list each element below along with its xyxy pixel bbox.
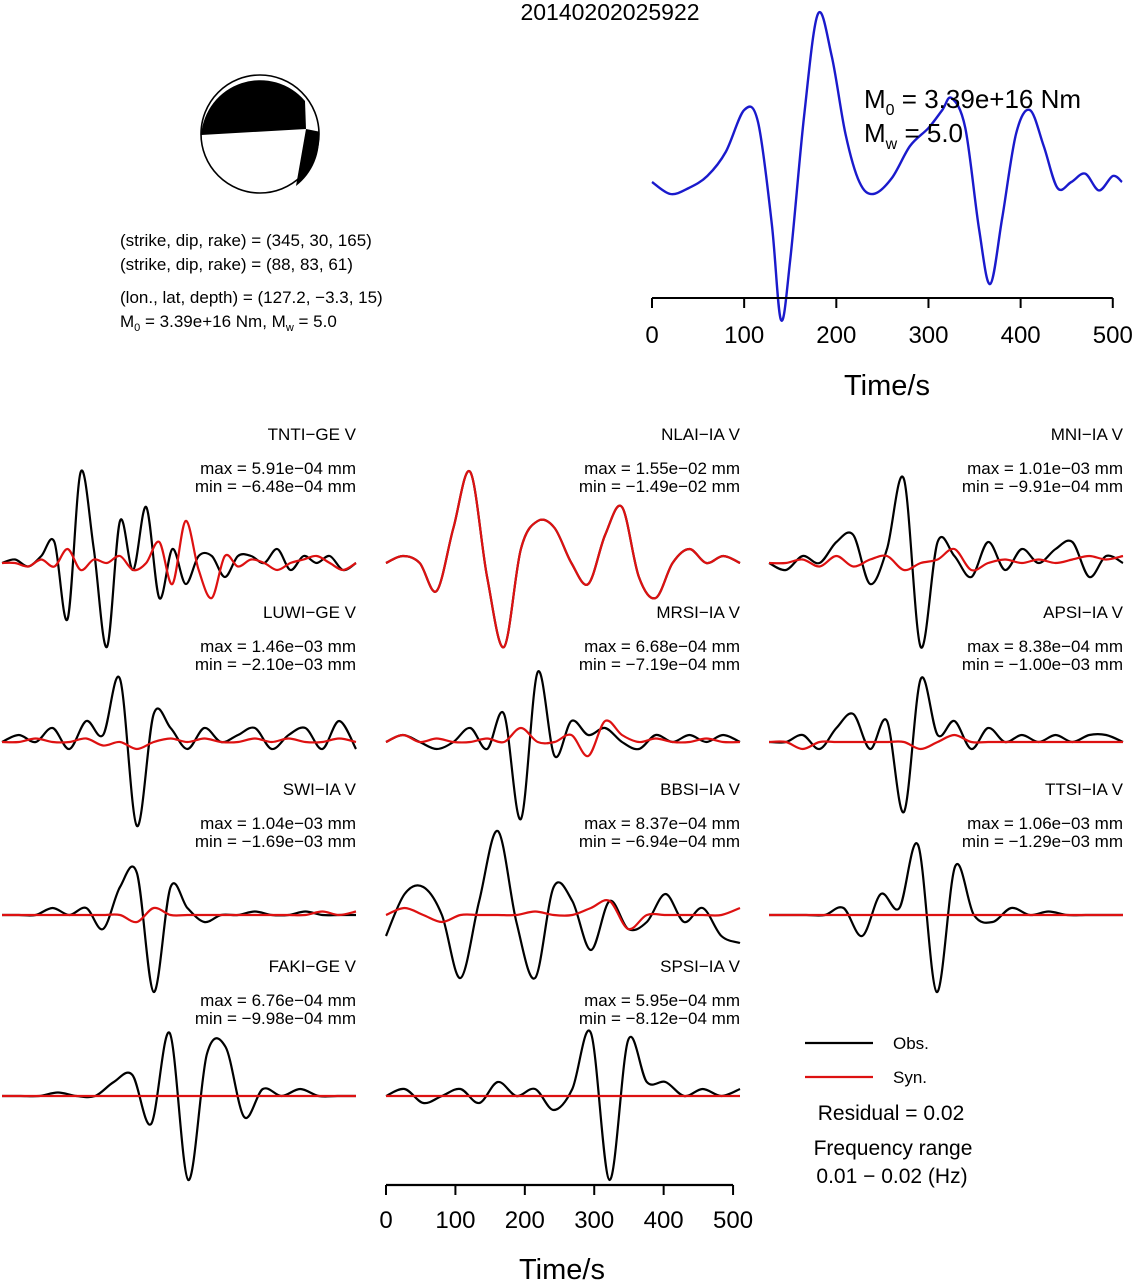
mechanism-moment: M0 = 3.39e+16 Nm, Mw = 5.0	[120, 312, 337, 334]
legend-frequency-title: Frequency range	[814, 1137, 973, 1160]
station-min: min = −1.69e−03 mm	[195, 832, 356, 851]
station-min: min = −9.91e−04 mm	[962, 477, 1123, 496]
stf-x-axis: 0 100 200 300 400 500	[645, 297, 1133, 349]
obs-waveform	[769, 842, 1123, 994]
stf-tick-label: 0	[645, 322, 658, 349]
station-max: max = 8.38e−04 mm	[967, 637, 1123, 656]
station-max: max = 6.68e−04 mm	[584, 637, 740, 656]
legend-frequency-value: 0.01 − 0.02 (Hz)	[816, 1165, 967, 1188]
mechanism-line-2: (strike, dip, rake) = (88, 83, 61)	[120, 255, 353, 274]
station-min: min = −8.12e−04 mm	[579, 1009, 740, 1028]
syn-waveform	[385, 470, 741, 649]
waveform-x-axis: 0 100 200 300 400 500	[379, 1183, 753, 1234]
mechanism-info: (strike, dip, rake) = (345, 30, 165) (st…	[120, 231, 383, 334]
station-max: max = 1.01e−03 mm	[967, 459, 1123, 478]
station-max: max = 5.95e−04 mm	[584, 991, 740, 1010]
stf-tick-label: 100	[724, 322, 764, 349]
stf-panel: M0 = 3.39e+16 Nm Mw = 5.0 0 100 200 300 400 5…	[645, 10, 1133, 402]
legend: Obs. Syn. Residual = 0.02 Frequency rang…	[805, 1034, 972, 1188]
syn-waveform	[768, 547, 1124, 572]
legend-syn-label: Syn.	[893, 1068, 927, 1087]
station-max: max = 1.06e−03 mm	[967, 814, 1123, 833]
station-max: max = 5.91e−04 mm	[200, 459, 356, 478]
waveform-tick-label: 500	[713, 1207, 753, 1234]
stf-tick-label: 500	[1093, 322, 1133, 349]
obs-waveform	[385, 670, 741, 821]
station-max: max = 1.04e−03 mm	[200, 814, 356, 833]
station-name: NLAI−IA V	[661, 425, 741, 444]
obs-waveform	[768, 676, 1124, 814]
station-name: TNTI−GE V	[268, 425, 357, 444]
obs-waveform	[1, 469, 357, 649]
legend-residual: Residual = 0.02	[818, 1102, 965, 1125]
station-min: min = −1.29e−03 mm	[962, 832, 1123, 851]
obs-waveform	[1, 675, 357, 828]
obs-waveform	[385, 1029, 741, 1182]
stf-m0-label: M0 = 3.39e+16 Nm	[864, 84, 1081, 119]
waveform-x-label: Time/s	[519, 1254, 605, 1283]
waveform-tick-label: 400	[644, 1207, 684, 1234]
syn-waveform	[385, 719, 741, 758]
waveform-tick-label: 0	[379, 1207, 392, 1234]
station-name: APSI−IA V	[1043, 603, 1124, 622]
legend-obs-label: Obs.	[893, 1034, 929, 1053]
station-min: min = −7.19e−04 mm	[579, 655, 740, 674]
station-name: MRSI−IA V	[656, 603, 740, 622]
station-min: min = −1.00e−03 mm	[962, 655, 1123, 674]
station-max: max = 6.76e−04 mm	[200, 991, 356, 1010]
station-name: LUWI−GE V	[263, 603, 357, 622]
station-name: TTSI−IA V	[1045, 780, 1124, 799]
station-name: BBSI−IA V	[660, 780, 741, 799]
mechanism-line-1: (strike, dip, rake) = (345, 30, 165)	[120, 231, 372, 250]
syn-waveform	[768, 733, 1123, 751]
station-name: MNI−IA V	[1051, 425, 1124, 444]
stf-tick-label: 200	[816, 322, 856, 349]
station-name: SWI−IA V	[283, 780, 357, 799]
stf-tick-label: 400	[1001, 322, 1041, 349]
syn-waveform	[2, 906, 357, 924]
station-min: min = −6.94e−04 mm	[579, 832, 740, 851]
station-max: max = 1.55e−02 mm	[584, 459, 740, 478]
obs-waveform	[1, 1031, 356, 1182]
station-min: min = −2.10e−03 mm	[195, 655, 356, 674]
obs-waveform	[2, 865, 356, 994]
syn-waveform	[385, 899, 741, 931]
waveform-tick-label: 300	[574, 1207, 614, 1234]
station-min: min = −9.98e−04 mm	[195, 1009, 356, 1028]
waveform-tick-label: 200	[505, 1207, 545, 1234]
stf-tick-label: 300	[908, 322, 948, 349]
syn-waveform	[1, 737, 357, 751]
station-min: min = −1.49e−02 mm	[579, 477, 740, 496]
station-name: FAKI−GE V	[269, 957, 357, 976]
beachball-icon	[200, 74, 320, 194]
station-min: min = −6.48e−04 mm	[195, 477, 356, 496]
station-name: SPSI−IA V	[660, 957, 741, 976]
stf-mw-label: Mw = 5.0	[864, 118, 963, 153]
syn-waveform	[1, 519, 357, 600]
figure-title: 20140202025922	[520, 0, 699, 25]
obs-waveform	[768, 475, 1124, 649]
stf-x-label: Time/s	[844, 370, 930, 402]
mechanism-line-3: (lon., lat, depth) = (127.2, −3.3, 15)	[120, 288, 383, 307]
station-max: max = 8.37e−04 mm	[584, 814, 740, 833]
stf-series-line	[651, 10, 1123, 322]
station-max: max = 1.46e−03 mm	[200, 637, 356, 656]
waveform-tick-label: 100	[435, 1207, 475, 1234]
